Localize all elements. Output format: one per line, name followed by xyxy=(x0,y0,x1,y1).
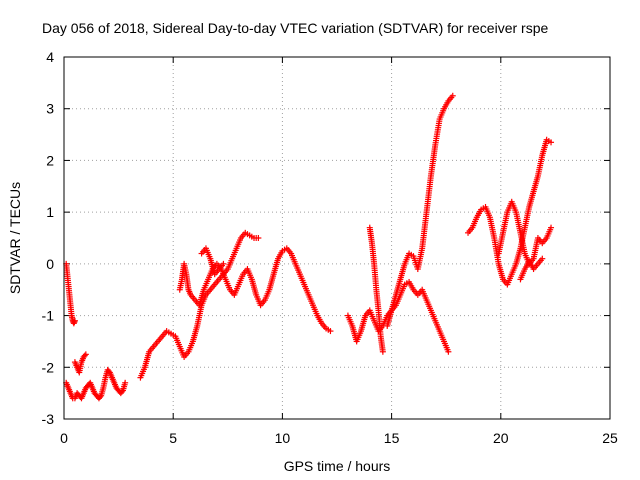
x-tick-label: 5 xyxy=(169,430,177,446)
data-point xyxy=(445,348,452,355)
x-tick-label: 20 xyxy=(493,430,509,446)
x-tick-label: 0 xyxy=(60,430,68,446)
data-point xyxy=(539,255,546,262)
y-tick-label: -1 xyxy=(42,308,55,324)
x-tick-label: 25 xyxy=(602,430,618,446)
y-tick-label: -3 xyxy=(42,411,55,427)
y-axis-label: SDTVAR / TECUs xyxy=(7,182,23,294)
data-point xyxy=(548,224,555,231)
data-point xyxy=(255,235,262,241)
data-point xyxy=(71,317,78,324)
data-point xyxy=(105,368,112,375)
tick-labels: 0 5 10 15 20 25 -3 -2 -1 0 1 2 3 4 xyxy=(42,49,618,446)
x-axis-label: GPS time / hours xyxy=(284,458,391,474)
data-point xyxy=(379,348,386,355)
x-tick-label: 10 xyxy=(275,430,291,446)
data-point xyxy=(122,379,129,386)
y-tick-label: 1 xyxy=(46,204,54,220)
data-point xyxy=(220,260,227,267)
x-tick-label: 15 xyxy=(384,430,400,446)
data-point xyxy=(548,139,555,146)
data-point xyxy=(449,92,456,99)
data-points xyxy=(63,92,555,402)
y-tick-label: 4 xyxy=(46,49,54,65)
data-point xyxy=(81,352,88,359)
y-tick-label: 3 xyxy=(46,101,54,117)
y-tick-label: 0 xyxy=(46,256,54,272)
data-point xyxy=(327,328,334,335)
data-point xyxy=(118,388,125,395)
grid-lines xyxy=(64,57,610,419)
y-tick-label: -2 xyxy=(42,359,55,375)
y-tick-label: 2 xyxy=(46,152,54,168)
plot-frame xyxy=(63,56,611,420)
data-point xyxy=(97,394,104,401)
data-point xyxy=(82,351,89,358)
chart-title: Day 056 of 2018, Sidereal Day-to-day VTE… xyxy=(42,20,548,36)
